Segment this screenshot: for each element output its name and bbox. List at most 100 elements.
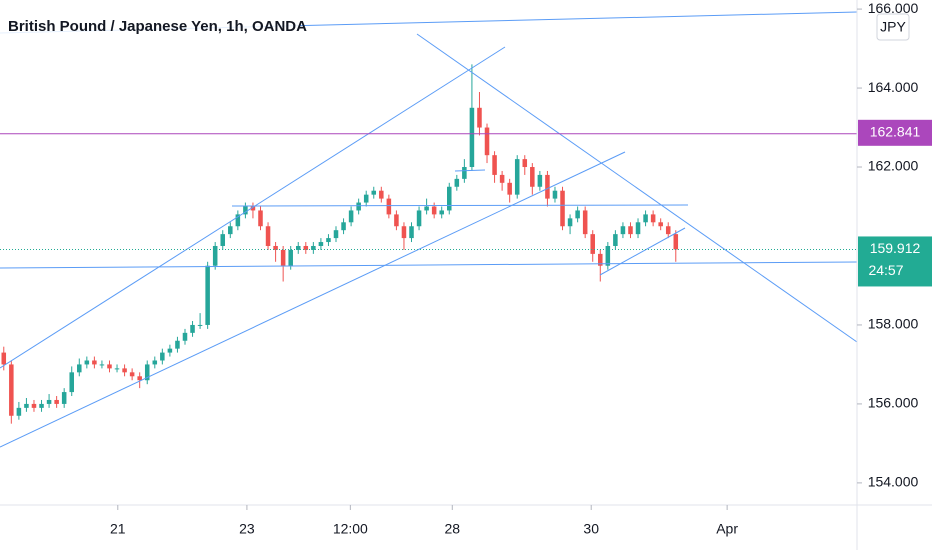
- price-line-badge: [858, 119, 932, 146]
- candle-body: [545, 174, 550, 199]
- candle-body: [514, 159, 520, 195]
- y-tick-label: 158.000: [868, 316, 919, 332]
- candle-body: [250, 206, 256, 211]
- candle-body: [401, 226, 407, 239]
- candle-body: [99, 364, 105, 366]
- candle-body: [635, 222, 641, 235]
- candle-body: [477, 107, 482, 128]
- candle-body: [590, 234, 595, 254]
- currency-button[interactable]: [876, 13, 910, 41]
- candle-body: [69, 372, 74, 393]
- y-tick-label: 166.000: [868, 0, 919, 16]
- candle-body: [628, 226, 633, 235]
- candle-body: [643, 214, 648, 223]
- candle-body: [469, 107, 475, 168]
- candle-body: [295, 245, 301, 250]
- candle-body: [326, 238, 331, 243]
- title-backdrop: [0, 10, 300, 44]
- candle-body: [492, 155, 497, 175]
- candle-body: [54, 399, 59, 404]
- candle-body: [409, 226, 414, 239]
- candle-body: [567, 218, 573, 227]
- trend-line: [231, 204, 689, 207]
- candle-body: [394, 214, 399, 227]
- candle-body: [424, 206, 429, 211]
- trend-line: [416, 33, 858, 343]
- candle-body: [258, 210, 263, 227]
- candle-body: [190, 324, 195, 333]
- candle-body: [673, 234, 679, 250]
- last-price-badge: [858, 236, 932, 287]
- candle-body: [650, 214, 656, 223]
- candle-body: [31, 403, 37, 408]
- candle-body: [560, 190, 565, 227]
- candle-body: [16, 407, 22, 416]
- candle-body: [122, 368, 127, 373]
- candle-body: [454, 178, 460, 187]
- candle-body: [363, 194, 369, 203]
- candle-body: [598, 253, 603, 266]
- candle-body: [92, 360, 97, 365]
- candle-body: [84, 360, 90, 365]
- candle-body: [582, 210, 588, 235]
- countdown-label: 24:57: [868, 262, 903, 278]
- y-tick-label: 164.000: [868, 79, 919, 95]
- candle-body: [462, 167, 467, 179]
- candle-body: [212, 245, 218, 266]
- x-tick-label: 30: [583, 521, 599, 537]
- x-tick-label: 12:00: [333, 521, 368, 537]
- candle-body: [137, 376, 142, 381]
- trend-line: [0, 46, 506, 369]
- candles: [1, 64, 679, 424]
- candle-body: [446, 186, 452, 211]
- currency-label[interactable]: JPY: [880, 19, 906, 35]
- candle-body: [182, 332, 188, 341]
- candle-body: [152, 360, 158, 365]
- trend-line: [0, 261, 858, 269]
- candle-body: [356, 202, 361, 211]
- candle-body: [530, 167, 535, 187]
- candle-body: [107, 364, 112, 369]
- candle-body: [484, 127, 490, 156]
- x-tick-label: 28: [444, 521, 460, 537]
- candle-body: [243, 206, 248, 215]
- candle-body: [341, 222, 346, 231]
- price-lines: [0, 133, 857, 250]
- y-tick-label: 156.000: [868, 395, 919, 411]
- candle-body: [613, 234, 618, 246]
- last-price-label: 159.912: [870, 240, 921, 256]
- candle-body: [386, 198, 392, 215]
- candle-body: [220, 234, 226, 246]
- candle-body: [537, 174, 543, 187]
- candle-body: [197, 324, 203, 326]
- candle-body: [439, 210, 444, 215]
- candle-body: [144, 364, 150, 381]
- candle-body: [205, 265, 210, 325]
- candle-body: [348, 210, 354, 223]
- candle-body: [431, 206, 437, 215]
- x-tick-label: 23: [239, 521, 255, 537]
- chart-title: British Pound / Japanese Yen, 1h, OANDA: [8, 18, 307, 35]
- candle-body: [416, 210, 422, 227]
- candle-body: [228, 226, 233, 235]
- candle-body: [160, 352, 165, 361]
- trend-line: [599, 227, 686, 276]
- candle-body: [665, 226, 671, 235]
- trend-line: [0, 151, 626, 448]
- candle-body: [1, 352, 7, 365]
- candle-body: [24, 403, 29, 408]
- candle-body: [77, 364, 82, 373]
- candle-body: [175, 340, 180, 349]
- x-tick-label: 21: [110, 521, 126, 537]
- candle-body: [46, 399, 52, 404]
- candle-body: [280, 249, 286, 266]
- candle-body: [288, 249, 293, 266]
- price-line-label: 162.841: [870, 124, 921, 140]
- candle-body: [265, 226, 271, 246]
- candle-body: [552, 190, 558, 199]
- candle-body: [658, 222, 663, 227]
- candle-body: [311, 245, 316, 250]
- y-tick-label: 154.000: [868, 474, 919, 490]
